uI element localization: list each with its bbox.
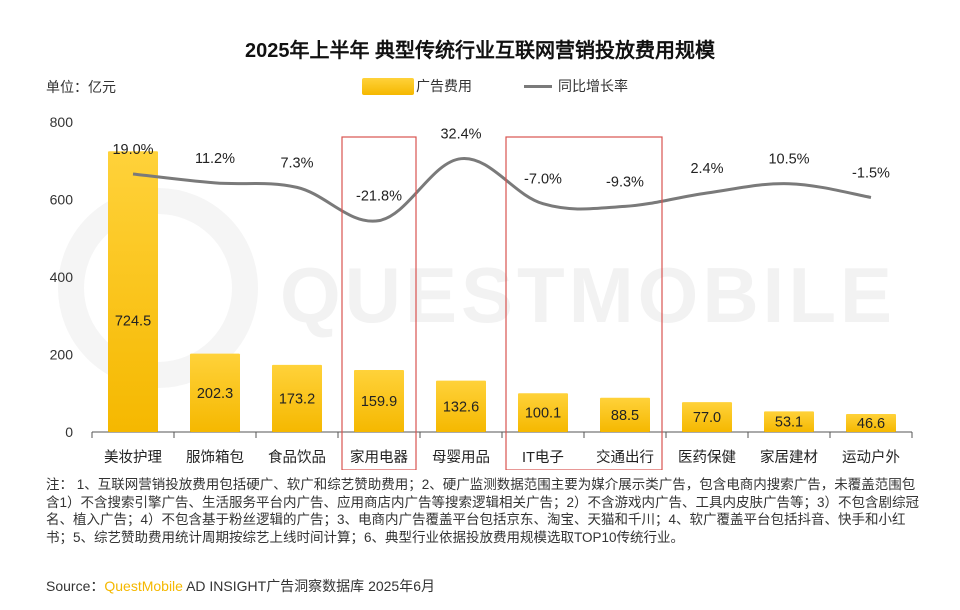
highlight-box — [505, 136, 663, 470]
bar-医药保健 — [682, 402, 732, 432]
bar-value-label: 159.9 — [361, 394, 397, 410]
bar-IT电子 — [518, 393, 568, 432]
source-prefix: Source： — [46, 578, 105, 594]
bar-value-label: 173.2 — [279, 391, 315, 407]
bar-母婴用品 — [436, 380, 486, 432]
bar-value-label: 724.5 — [115, 313, 151, 329]
source-line: Source：QuestMobile AD INSIGHT广告洞察数据库 202… — [46, 576, 435, 596]
highlight-box — [341, 136, 417, 470]
bar-value-label: 132.6 — [443, 399, 479, 415]
x-tick-label: 家居建材 — [760, 449, 818, 466]
bar-食品饮品 — [272, 364, 322, 432]
footnotes: 注： 1、互联网营销投放费用包括硬广、软广和综艺赞助费用；2、硬广监测数据范围主… — [46, 477, 920, 545]
y-tick-label: 0 — [65, 424, 73, 440]
rate-label: 32.4% — [440, 127, 481, 143]
bar-家居建材 — [764, 411, 814, 432]
legend-bar-label: 广告费用 — [416, 78, 472, 94]
growth-rate-line — [132, 157, 872, 223]
rate-label: -21.8% — [356, 189, 402, 205]
bar-运动户外 — [846, 413, 896, 432]
chart-title: 2025年上半年 典型传统行业互联网营销投放费用规模 — [244, 40, 716, 62]
y-tick-label: 200 — [50, 347, 74, 363]
bar-交通出行 — [600, 397, 650, 432]
rate-label: 2.4% — [690, 161, 723, 177]
rate-label: 10.5% — [768, 152, 809, 168]
bar-value-label: 53.1 — [775, 415, 803, 431]
bar-value-label: 100.1 — [525, 406, 561, 422]
x-tick-label: 美妆护理 — [104, 449, 162, 466]
x-tick-label: 运动户外 — [842, 449, 900, 466]
y-tick-label: 400 — [50, 269, 74, 285]
rate-label: 11.2% — [195, 151, 235, 167]
x-tick-label: 食品饮品 — [268, 449, 326, 466]
bar-服饰箱包 — [190, 353, 240, 432]
x-tick-label: 家用电器 — [350, 449, 408, 466]
bar-value-label: 46.6 — [857, 416, 885, 432]
x-tick-label: 医药保健 — [678, 449, 736, 466]
rate-label: 7.3% — [280, 155, 313, 171]
bar-家用电器 — [354, 370, 404, 432]
y-tick-label: 800 — [50, 114, 74, 130]
y-tick-label: 600 — [50, 192, 74, 208]
rate-label: 19.0% — [112, 142, 153, 158]
source-brand: QuestMobile — [104, 578, 183, 594]
rate-label: -9.3% — [606, 174, 644, 190]
bar-美妆护理 — [108, 151, 158, 432]
x-tick-label: IT电子 — [522, 449, 564, 466]
rate-label: -7.0% — [524, 172, 562, 188]
x-tick-label: 交通出行 — [596, 448, 654, 466]
source-rest: AD INSIGHT广告洞察数据库 2025年6月 — [182, 578, 436, 594]
x-tick-label: 服饰箱包 — [186, 449, 244, 466]
unit-label: 单位：亿元 — [46, 79, 116, 95]
legend-line-label: 同比增长率 — [558, 78, 628, 94]
legend: 广告费用 同比增长率 — [362, 76, 628, 96]
bar-value-label: 88.5 — [611, 408, 639, 424]
bar-value-label: 77.0 — [693, 410, 721, 426]
legend-line-swatch — [524, 84, 552, 88]
x-tick-label: 母婴用品 — [432, 449, 490, 466]
chart-canvas: 0 200 400 600 800 724.5 美妆护理 202.3 服饰箱包 173.2 食品饮品… — [50, 114, 913, 470]
watermark-text: QUESTMOBILE — [280, 251, 897, 339]
legend-bar-swatch — [362, 77, 414, 95]
rate-label: -1.5% — [852, 165, 890, 181]
bar-value-label: 202.3 — [197, 386, 233, 402]
